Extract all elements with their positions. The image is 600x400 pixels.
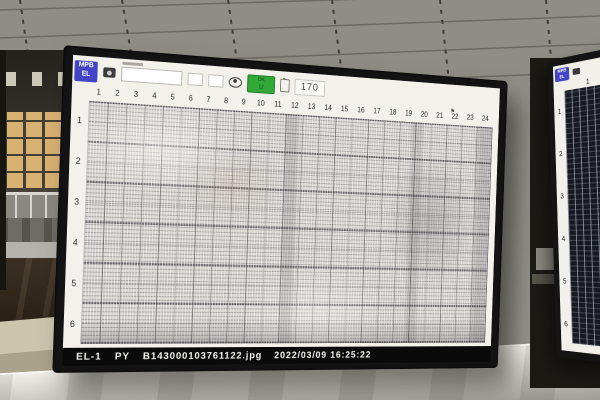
column-number: 4 [152, 91, 157, 101]
result-line: 12 [258, 84, 264, 91]
wall-edge [0, 50, 6, 290]
logo-text: MPB [78, 60, 94, 69]
column-number: 11 [274, 99, 282, 109]
column-number: 16 [357, 105, 365, 115]
row-number: 1 [76, 115, 83, 126]
column-number: 12 [290, 101, 299, 111]
el-solar-panel-image [80, 100, 493, 344]
camera-icon[interactable] [103, 67, 116, 78]
column-number: 1 [96, 87, 101, 97]
column-number: 8 [223, 96, 229, 106]
counter-value: 170 [294, 78, 326, 97]
status-bar: EL-1 PY B143000103761122.jpg 2022/03/09 … [62, 346, 491, 366]
row-number: 6 [69, 318, 76, 329]
ceiling-tiles [0, 0, 600, 97]
column-number: 10 [256, 98, 265, 108]
column-number: 21 [436, 111, 444, 120]
camera-icon [572, 67, 581, 76]
column-number: 13 [307, 102, 316, 112]
option-box[interactable] [187, 72, 204, 86]
marker-icon: ⚑ [450, 108, 456, 116]
el-image-area [80, 99, 498, 348]
row-number: 5 [71, 277, 77, 288]
row-number: 3 [74, 196, 80, 207]
column-number: 24 [481, 114, 489, 123]
column-number: 6 [188, 93, 193, 103]
option-box[interactable] [208, 73, 224, 88]
eye-icon[interactable] [228, 76, 243, 88]
column-number: 19 [404, 109, 413, 118]
timestamp: 2022/03/09 16:25:22 [273, 349, 372, 362]
result-button[interactable]: OK 12 [246, 73, 276, 94]
clipboard-icon[interactable] [279, 78, 290, 93]
column-number: 7 [206, 95, 211, 105]
column-number: 5 [170, 92, 175, 102]
app-logo: MPB EL [554, 66, 570, 82]
column-number: 9 [241, 97, 246, 107]
logo-text: EL [81, 69, 91, 78]
row-number: 2 [75, 156, 81, 167]
background-object [532, 274, 572, 284]
barcode-input[interactable] [120, 61, 183, 86]
column-number: 14 [324, 103, 333, 113]
el-image-shading [80, 100, 493, 344]
image-filename: B143000103761122.jpg [142, 349, 263, 363]
main-monitor: MPB EL OK 12 170 ⚑ 1 2 3 4 5 6 7 8 9 10 11 [52, 45, 508, 373]
column-number: 23 [466, 113, 474, 122]
column-number: 18 [389, 107, 397, 117]
el-viewer-screen: MPB EL OK 12 170 ⚑ 1 2 3 4 5 6 7 8 9 10 11 [62, 54, 500, 366]
panel-type: PY [114, 350, 131, 363]
ceiling-grid [0, 0, 600, 97]
column-number: 3 [133, 90, 139, 100]
column-number: 17 [373, 106, 381, 116]
row-number: 4 [72, 237, 78, 248]
app-logo: MPB EL [74, 59, 98, 83]
field-label [122, 61, 144, 66]
column-number: 15 [340, 104, 349, 114]
column-number: 20 [420, 110, 428, 119]
column-number: 2 [115, 88, 120, 98]
station-label: EL-1 [75, 350, 102, 363]
